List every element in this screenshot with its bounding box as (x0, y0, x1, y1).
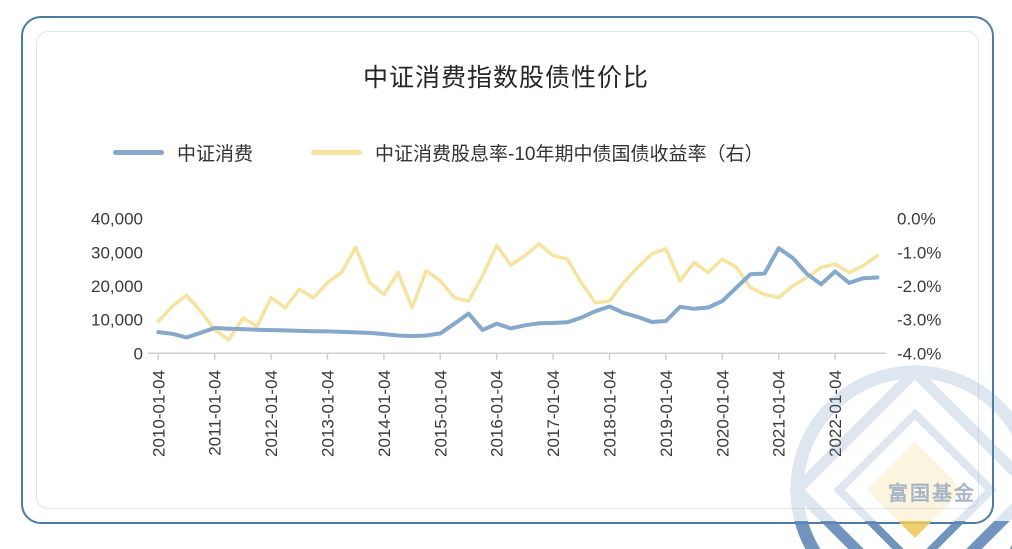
legend-item-csi-consumer: 中证消费 (113, 139, 253, 166)
chart-card (21, 16, 994, 524)
card-inner-border (36, 31, 979, 509)
legend-label-yield-spread: 中证消费股息率-10年期中债国债收益率（右） (375, 143, 764, 165)
chart-legend: 中证消费 中证消费股息率-10年期中债国债收益率（右） (113, 139, 763, 166)
legend-swatch-yield-spread (311, 149, 363, 155)
legend-item-yield-spread: 中证消费股息率-10年期中债国债收益率（右） (311, 139, 763, 166)
chart-title: 中证消费指数股债性价比 (362, 64, 649, 92)
legend-label-csi-consumer: 中证消费 (177, 143, 254, 165)
legend-swatch-csi-consumer (113, 149, 164, 155)
